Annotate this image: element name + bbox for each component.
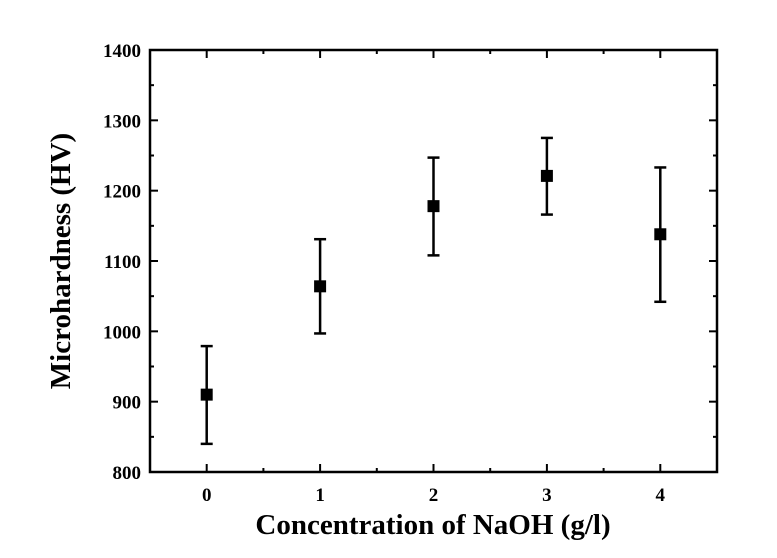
x-axis-ticks: [205, 50, 662, 472]
y-axis-tick-labels: 800 900 1000 1100 1200 1300 1400: [103, 41, 141, 484]
data-point: [540, 169, 553, 182]
x-tick-label: 2: [429, 485, 439, 506]
data-point: [654, 228, 667, 241]
y-tick-label: 1200: [103, 182, 141, 203]
x-tick-label: 0: [202, 485, 212, 506]
x-tick-label: 4: [656, 485, 666, 506]
data-point: [427, 200, 440, 213]
data-points: [200, 169, 667, 401]
data-point: [200, 388, 213, 401]
y-tick-label: 1100: [104, 252, 141, 273]
y-tick-label: 800: [113, 463, 142, 484]
x-axis-title: Concentration of NaOH (g/l): [255, 509, 610, 541]
plot-frame: [148, 48, 719, 474]
y-tick-label: 1300: [103, 111, 141, 132]
x-axis-tick-labels: 0 1 2 3 4: [202, 485, 666, 506]
error-bars: [200, 136, 667, 446]
x-tick-label: 1: [315, 485, 325, 506]
y-axis-title: Microhardness (HV): [45, 133, 77, 389]
data-point: [314, 280, 327, 293]
x-tick-label: 3: [542, 485, 552, 506]
y-tick-label: 1400: [103, 41, 141, 62]
y-axis-ticks: [150, 49, 717, 473]
y-tick-label: 1000: [103, 322, 141, 343]
y-tick-label: 900: [113, 393, 142, 414]
